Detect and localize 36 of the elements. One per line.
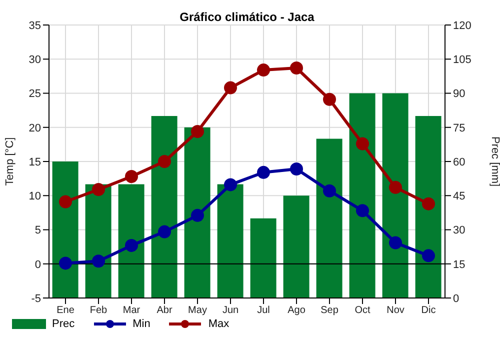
y-tick-label: 0 (34, 258, 41, 271)
y-axis-title: Temp [°C] (4, 137, 16, 186)
y-tick-label: 20 (28, 122, 41, 134)
y-tick-label: 25 (28, 88, 41, 100)
y2-tick-label: 15 (453, 258, 466, 271)
y2-tick-label: 30 (453, 224, 466, 237)
y-tick-label: 30 (28, 54, 41, 66)
y2-tick-label: 120 (453, 20, 472, 32)
x-tick-label: Jun (222, 305, 239, 316)
x-tick-label: Jul (257, 305, 270, 316)
y2-tick-label: 90 (453, 88, 466, 100)
x-tick-label: Feb (90, 305, 108, 316)
y2-tick-label: 75 (453, 122, 466, 134)
x-tick-label: Mar (122, 305, 141, 316)
legend-label: Min (132, 318, 150, 330)
y2-tick-label: 0 (453, 292, 460, 305)
x-tick-label: Ago (288, 305, 306, 316)
y-tick-label: 5 (34, 224, 41, 237)
chart-title: Gráfico climático - Jaca (178, 10, 316, 24)
x-tick-label: Sep (320, 305, 339, 316)
x-tick-label: Nov (386, 305, 404, 316)
y2-tick-label: 60 (453, 156, 466, 168)
y-tick-label: -5 (31, 292, 41, 305)
legend-label: Max (208, 318, 230, 330)
x-tick-label: May (188, 305, 207, 316)
y-tick-label: 35 (28, 20, 41, 32)
x-tick-label: Ene (56, 305, 75, 316)
x-tick-label: Dic (421, 305, 436, 316)
x-tick-label: Abr (156, 305, 173, 316)
y-tick-label: 10 (28, 190, 41, 203)
y-tick-label: 15 (28, 156, 41, 168)
y2-axis-title: Prec [mm] (489, 136, 500, 187)
legend-label: Prec (52, 318, 75, 330)
y2-tick-label: 45 (453, 190, 466, 203)
y2-tick-label: 105 (453, 54, 472, 66)
x-tick-label: Oct (354, 305, 370, 316)
